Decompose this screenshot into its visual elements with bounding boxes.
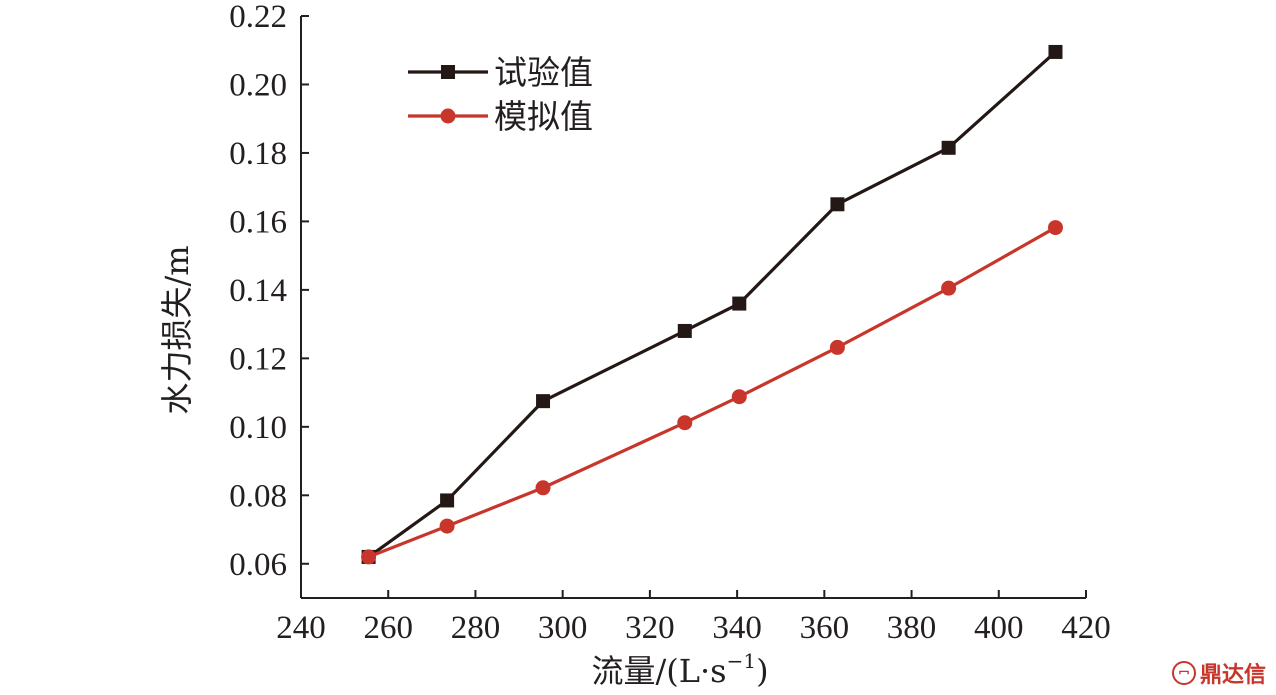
cnki-logo-icon: 冖: [1171, 661, 1196, 685]
data-point-square: [1048, 44, 1063, 59]
y-axis-title: 水力损失/m: [158, 245, 196, 414]
y-tick-label: 0.08: [229, 478, 287, 514]
y-tick-label: 0.14: [229, 273, 287, 309]
data-point-circle: [1047, 220, 1063, 236]
axes: 240 260 280 300 320 340 360 380 400 420 0.06 0.08 0.…: [229, 0, 1111, 646]
data-point-circle: [361, 549, 377, 565]
series-1: [361, 44, 1063, 564]
data-point-circle: [731, 389, 747, 405]
x-tick-label: 320: [625, 610, 675, 646]
data-point-square: [732, 296, 747, 311]
legend-label: 试验值: [494, 53, 593, 92]
data-point-circle: [535, 480, 551, 496]
data-point-circle: [829, 339, 845, 355]
y-tick-label: 0.16: [229, 204, 287, 240]
data-point-square: [830, 197, 845, 212]
legend-label: 模拟值: [494, 97, 593, 136]
x-axis-title-main: 流量/(L·s: [591, 652, 726, 690]
legend-item: 模拟值: [408, 97, 593, 136]
x-tick-label: 260: [363, 610, 413, 646]
x-tick-label: 300: [538, 610, 588, 646]
data-point-square: [440, 493, 455, 508]
x-tick-label: 380: [887, 610, 937, 646]
series-line: [367, 50, 1057, 559]
x-tick-label: 240: [276, 610, 326, 646]
data-point-circle: [677, 415, 693, 431]
series-2: [361, 220, 1063, 565]
legend-item: 试验值: [408, 53, 593, 92]
y-tick-label: 0.20: [229, 67, 287, 103]
legend-marker-square: [441, 65, 455, 79]
y-tick-label: 0.22: [229, 0, 287, 35]
y-tick-label: 0.12: [229, 341, 287, 377]
series-layer: [361, 44, 1063, 565]
data-point-square: [536, 394, 551, 409]
legend-marker-circle: [440, 108, 456, 124]
x-tick-label: 280: [451, 610, 501, 646]
y-tick-label: 0.10: [229, 410, 287, 446]
x-tick-label: 360: [800, 610, 850, 646]
x-tick-label: 340: [712, 610, 762, 646]
watermark-text: 鼎达信: [1199, 663, 1266, 688]
data-point-circle: [439, 518, 455, 534]
x-tick-label: 400: [974, 610, 1024, 646]
data-point-circle: [941, 280, 957, 296]
x-axis-title-close: ): [756, 652, 768, 690]
y-tick-label: 0.06: [229, 547, 287, 583]
series-line: [368, 226, 1057, 559]
data-point-square: [941, 140, 956, 155]
x-tick-label: 420: [1061, 610, 1111, 646]
x-axis-title: 流量/(L·s−1): [591, 649, 768, 690]
y-tick-label: 0.18: [229, 136, 287, 172]
watermark: 冖 鼎达信: [1171, 657, 1266, 689]
x-axis-title-superscript: −1: [727, 649, 756, 673]
data-point-square: [677, 323, 692, 338]
